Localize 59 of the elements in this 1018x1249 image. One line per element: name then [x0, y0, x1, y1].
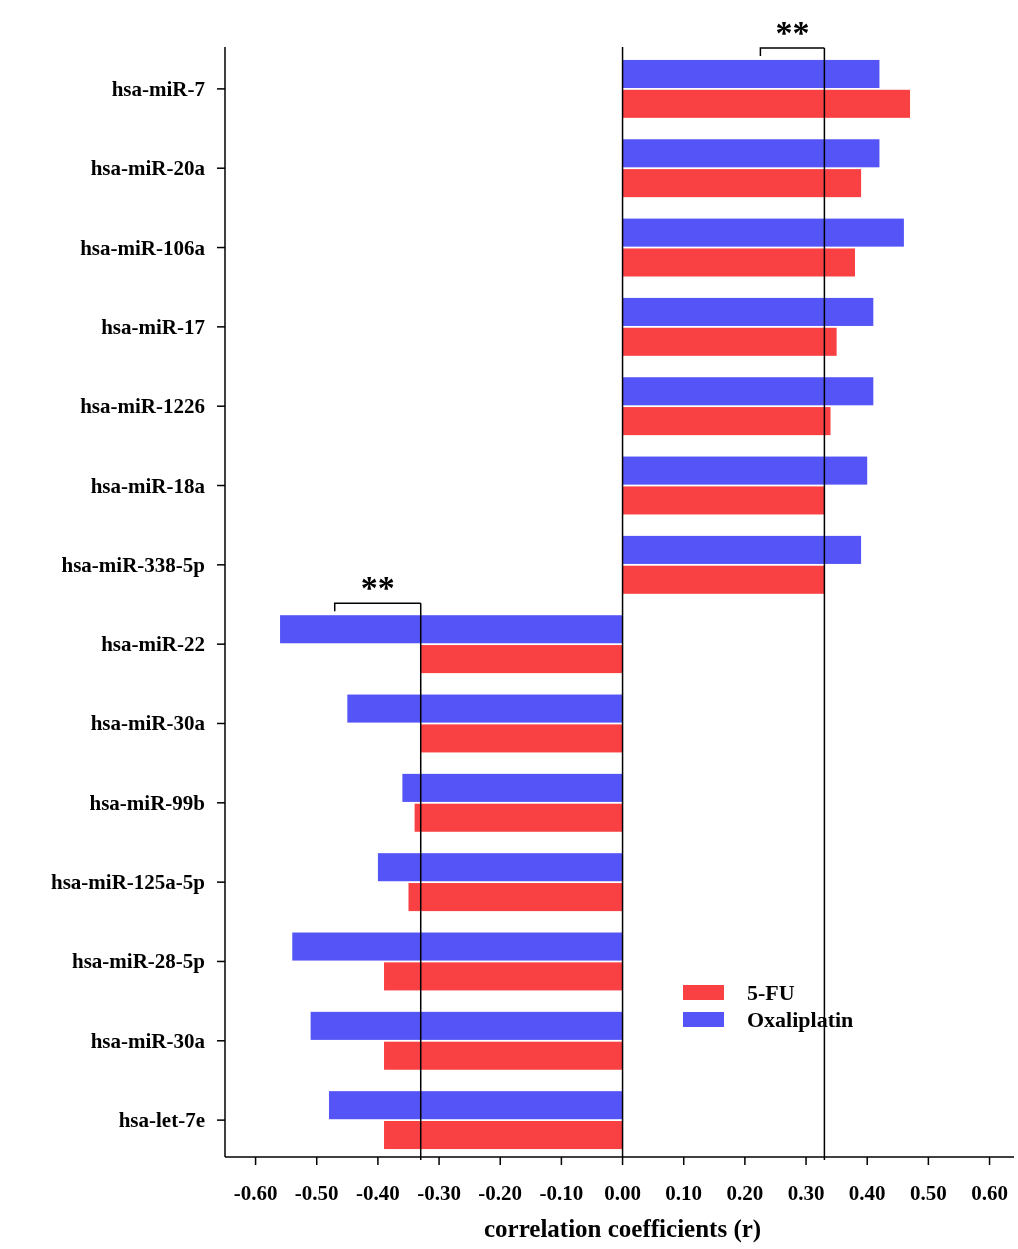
bar: [384, 1121, 623, 1150]
x-tick-label: -0.20: [478, 1181, 523, 1205]
x-tick-label: -0.40: [356, 1181, 400, 1205]
x-tick-label: 0.20: [726, 1181, 764, 1205]
x-tick-label: -0.50: [294, 1181, 339, 1205]
x-tick-label: -0.60: [233, 1181, 278, 1205]
y-tick-label: hsa-let-7e: [118, 1108, 205, 1133]
y-tick-label: hsa-miR-7: [111, 76, 205, 101]
bar: [347, 694, 623, 723]
y-tick-label: hsa-miR-20a: [90, 156, 206, 181]
x-tick-label: 0.00: [604, 1181, 641, 1205]
x-axis-title: correlation coefficients (r): [483, 1215, 762, 1243]
x-tick-label: 0.50: [910, 1181, 947, 1205]
bar: [622, 535, 862, 564]
bar: [622, 218, 904, 247]
bar: [622, 565, 825, 594]
bar: [414, 803, 623, 832]
bar: [622, 297, 874, 326]
x-tick-label: -0.30: [417, 1181, 461, 1205]
annotation: **: [360, 569, 395, 607]
bar: [622, 456, 868, 485]
y-tick-label: hsa-miR-1226: [80, 394, 205, 419]
bar: [420, 724, 623, 753]
bar: [622, 248, 855, 277]
bar: [622, 139, 880, 168]
bar: [384, 1041, 623, 1070]
bar: [280, 615, 623, 644]
bar: [328, 1091, 623, 1120]
bar: [310, 1011, 623, 1040]
bar: [622, 327, 837, 356]
y-tick-label: hsa-miR-22: [101, 632, 205, 657]
y-tick-label: hsa-miR-17: [101, 314, 205, 339]
bar: [377, 853, 623, 882]
legend-label: 5-FU: [747, 980, 795, 1005]
bar: [622, 377, 874, 406]
x-tick-label: -0.10: [539, 1181, 584, 1205]
x-tick-label: 0.10: [665, 1181, 703, 1205]
y-tick-label: hsa-miR-106a: [80, 235, 206, 260]
annotation: **: [775, 13, 810, 51]
y-tick-label: hsa-miR-99b: [89, 790, 205, 815]
bar: [622, 169, 862, 198]
y-tick-label: hsa-miR-125a-5p: [50, 870, 205, 895]
bar: [622, 59, 880, 88]
bar: [408, 883, 623, 912]
x-tick-label: 0.30: [787, 1181, 825, 1205]
bar: [420, 645, 623, 674]
y-tick-label: hsa-miR-338-5p: [61, 552, 205, 577]
bar: [292, 932, 623, 961]
y-tick-label: hsa-miR-30a: [90, 1028, 206, 1053]
y-tick-label: hsa-miR-28-5p: [71, 949, 205, 974]
x-tick-label: 0.60: [971, 1181, 1008, 1205]
x-tick-label: 0.40: [848, 1181, 886, 1205]
bar: [384, 962, 623, 991]
bar: [622, 407, 831, 436]
bar: [622, 486, 825, 515]
y-tick-label: hsa-miR-30a: [90, 711, 206, 736]
y-tick-label: hsa-miR-18a: [90, 473, 206, 498]
bar: [622, 89, 911, 118]
bar: [402, 773, 623, 802]
